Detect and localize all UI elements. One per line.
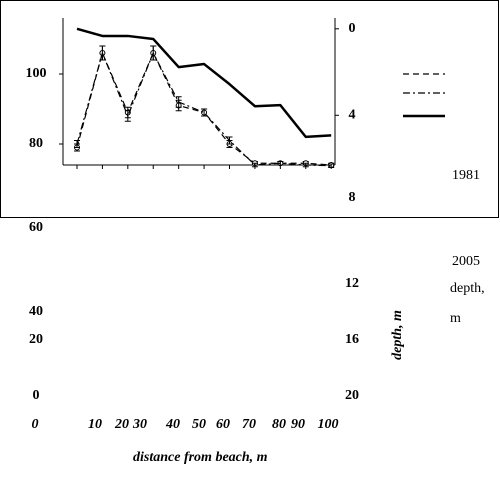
- y-tick-label: 80: [29, 136, 43, 151]
- x-tick-label: 0: [32, 417, 39, 432]
- series-line: [76, 52, 332, 167]
- y-tick-label: 60: [29, 220, 43, 235]
- y-tick-label: 0: [33, 388, 40, 403]
- error-bar: [99, 45, 106, 61]
- x-tick-label: 60: [216, 417, 230, 432]
- x-tick-label: 50: [192, 417, 206, 432]
- x-tick-label: 70: [242, 417, 256, 432]
- y2-tick-label: 4: [349, 107, 356, 122]
- error-bar: [150, 45, 157, 61]
- x-tick-label: 40: [165, 417, 180, 432]
- error-bar: [251, 162, 258, 168]
- y-tick-label: 20: [29, 332, 43, 347]
- legend-label: 2005: [452, 254, 480, 269]
- x-tick-label: 10: [88, 417, 102, 432]
- y2-tick-label: 8: [349, 190, 356, 205]
- chart-frame: [0, 0, 499, 218]
- y2-tick-label: 0: [349, 21, 356, 36]
- y2-tick-label: 12: [345, 276, 359, 291]
- y2-tick-label: 20: [345, 388, 359, 403]
- x-tick-label: 30: [132, 417, 147, 432]
- y-tick-label: 100: [26, 66, 47, 81]
- error-bar: [73, 140, 80, 148]
- x-axis-title: distance from beach, m: [133, 450, 268, 465]
- x-tick-label: 80: [272, 417, 286, 432]
- error-bar: [226, 136, 233, 145]
- x-tick-label: 20: [114, 417, 129, 432]
- error-bar: [201, 108, 208, 117]
- legend-label: 1981: [452, 168, 480, 183]
- error-bar: [302, 162, 309, 168]
- legend-label: depth, m: [450, 281, 485, 326]
- x-tick-label: 90: [291, 417, 305, 432]
- y2-tick-label: 16: [345, 332, 359, 347]
- error-bar: [277, 161, 284, 166]
- x-tick-label: 100: [318, 417, 339, 432]
- error-bar: [124, 110, 131, 122]
- error-bar: [328, 163, 335, 168]
- y-tick-label: 40: [29, 304, 43, 319]
- y2-axis-title: depth, m: [390, 310, 405, 360]
- series-line: [76, 27, 332, 139]
- error-bar: [175, 96, 182, 108]
